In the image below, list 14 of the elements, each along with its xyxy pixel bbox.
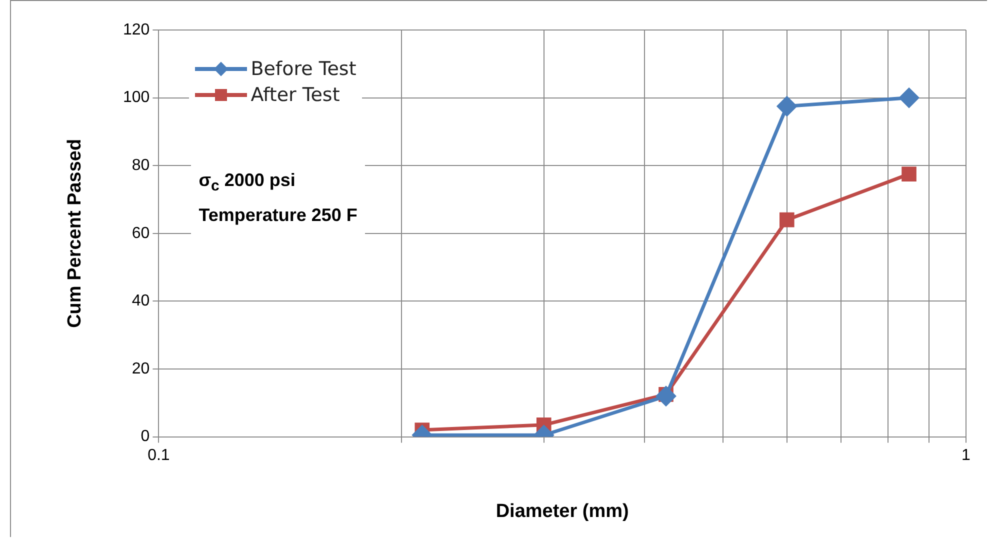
legend-label: After Test xyxy=(250,84,340,106)
y-tick-label: 0 xyxy=(140,428,150,446)
y-tick-label: 60 xyxy=(132,224,150,242)
legend-label: Before Test xyxy=(250,58,356,80)
x-axis-title: Diameter (mm) xyxy=(496,500,629,522)
y-tick-label: 40 xyxy=(132,292,150,310)
y-tick-label: 20 xyxy=(132,360,150,378)
x-tick-label: 1 xyxy=(962,446,971,464)
y-axis-title: Cum Percent Passed xyxy=(64,138,86,328)
annotation: σ$_{c}$ 2000 psi Temperature 250 F xyxy=(190,160,366,235)
x-tick-label: 0.1 xyxy=(148,446,170,464)
y-tick-label: 80 xyxy=(132,157,150,174)
y-tick-label: 120 xyxy=(122,21,150,38)
y-tick-label: 100 xyxy=(122,89,150,106)
